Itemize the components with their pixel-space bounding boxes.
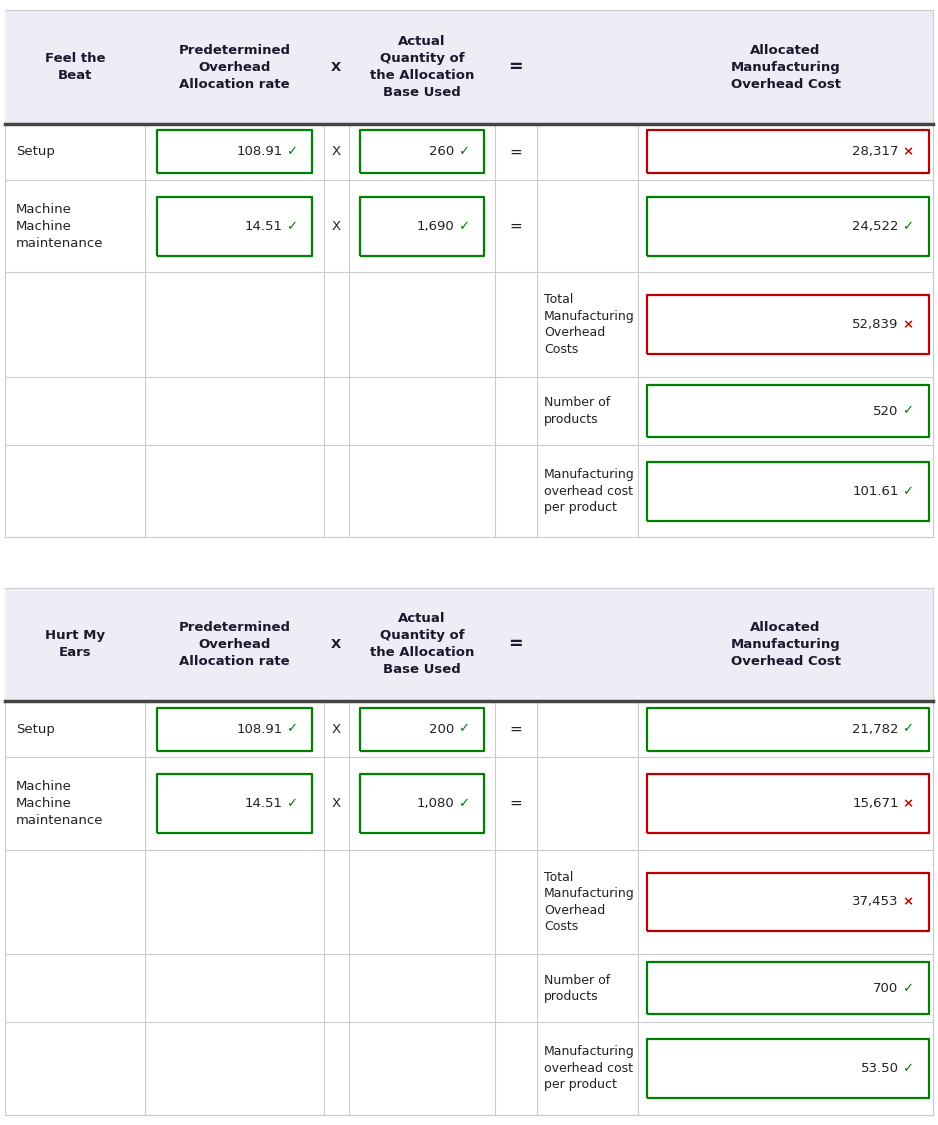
Text: 37,453: 37,453 [852,896,899,908]
Text: =: = [509,795,522,811]
Text: ✓: ✓ [902,722,914,736]
Text: ✓: ✓ [902,219,914,233]
Text: X: X [331,61,341,73]
Text: ✓: ✓ [902,405,914,417]
Text: Predetermined
Overhead
Allocation rate: Predetermined Overhead Allocation rate [178,44,291,90]
Text: 24,522: 24,522 [852,219,899,233]
Text: Number of
products: Number of products [544,396,611,426]
Text: Allocated
Manufacturing
Overhead Cost: Allocated Manufacturing Overhead Cost [731,621,840,668]
Text: 108.91: 108.91 [236,722,282,736]
Text: 15,671: 15,671 [852,796,899,810]
Text: ✓: ✓ [458,796,469,810]
Text: Allocated
Manufacturing
Overhead Cost: Allocated Manufacturing Overhead Cost [731,44,840,90]
Text: X: X [332,796,340,810]
Text: 14.51: 14.51 [244,796,282,810]
Text: =: = [508,58,523,76]
Text: ✓: ✓ [286,145,297,159]
Text: =: = [509,144,522,160]
Text: X: X [332,722,340,736]
Text: ✓: ✓ [902,485,914,497]
Text: 14.51: 14.51 [244,219,282,233]
Text: ✓: ✓ [458,219,469,233]
Text: Predetermined
Overhead
Allocation rate: Predetermined Overhead Allocation rate [178,621,291,668]
Text: 52,839: 52,839 [853,318,899,331]
Text: ×: × [902,145,914,159]
FancyBboxPatch shape [5,10,933,124]
Text: ✓: ✓ [902,982,914,994]
Text: Setup: Setup [16,145,54,159]
Text: 1,690: 1,690 [416,219,454,233]
Text: X: X [331,638,341,650]
Text: X: X [332,219,340,233]
Text: 53.50: 53.50 [860,1062,899,1074]
FancyBboxPatch shape [5,587,933,701]
Text: Manufacturing
overhead cost
per product: Manufacturing overhead cost per product [544,1045,635,1091]
Text: Number of
products: Number of products [544,973,611,1004]
Text: Setup: Setup [16,722,54,736]
Text: ✓: ✓ [286,722,297,736]
Text: Total
Manufacturing
Overhead
Costs: Total Manufacturing Overhead Costs [544,294,635,356]
Text: 21,782: 21,782 [852,722,899,736]
Text: Machine
Machine
maintenance: Machine Machine maintenance [16,780,103,827]
Text: ✓: ✓ [458,145,469,159]
Text: Actual
Quantity of
the Allocation
Base Used: Actual Quantity of the Allocation Base U… [370,35,475,99]
Text: =: = [508,636,523,654]
Text: 101.61: 101.61 [853,485,899,497]
Text: 28,317: 28,317 [852,145,899,159]
Text: =: = [509,721,522,737]
Text: ✓: ✓ [286,796,297,810]
Text: 520: 520 [873,405,899,417]
Text: 200: 200 [429,722,454,736]
Text: X: X [332,145,340,159]
Text: Manufacturing
overhead cost
per product: Manufacturing overhead cost per product [544,468,635,514]
Text: Total
Manufacturing
Overhead
Costs: Total Manufacturing Overhead Costs [544,871,635,933]
Text: 108.91: 108.91 [236,145,282,159]
Text: ×: × [902,318,914,331]
Text: ✓: ✓ [902,1062,914,1074]
Text: Hurt My
Ears: Hurt My Ears [45,629,105,659]
Text: 1,080: 1,080 [416,796,454,810]
Text: ✓: ✓ [458,722,469,736]
Text: ✓: ✓ [286,219,297,233]
Text: Feel the
Beat: Feel the Beat [45,52,105,82]
Text: 260: 260 [429,145,454,159]
Text: ×: × [902,896,914,908]
Text: Actual
Quantity of
the Allocation
Base Used: Actual Quantity of the Allocation Base U… [370,612,475,676]
Text: =: = [509,218,522,234]
Text: 700: 700 [873,982,899,994]
Text: ×: × [902,796,914,810]
Text: Machine
Machine
maintenance: Machine Machine maintenance [16,202,103,250]
